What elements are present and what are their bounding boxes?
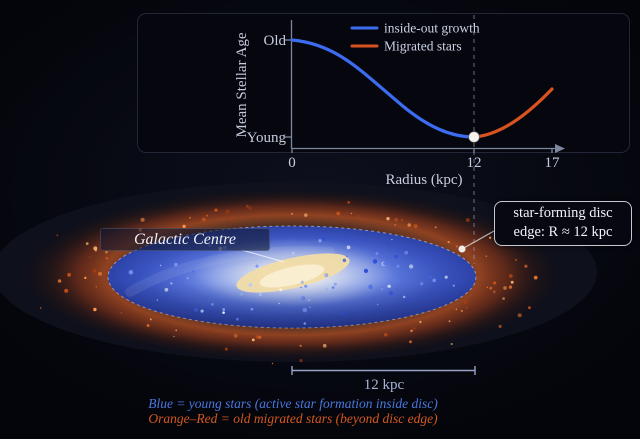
galaxy-illustration (0, 182, 597, 365)
disc-edge-anchor-dot (458, 245, 466, 253)
caption-orange-stars: Orange–Red = old migrated stars (beyond … (148, 410, 438, 426)
xtick-17-label: 17 (545, 155, 561, 171)
legend-label-inside-out: inside-out growth (384, 21, 480, 36)
scale-bar: 12 kpc (291, 366, 476, 393)
callout-pointer-line (461, 230, 495, 250)
figure-captions: Blue = young stars (active star formatio… (63, 396, 523, 426)
disc-edge-callout-line2: edge: R ≈ 12 kpc (513, 224, 613, 240)
chart-panel (137, 13, 630, 153)
inside-out-growth-curve (290, 38, 476, 139)
x-axis-arrowhead (555, 144, 565, 153)
ytick-young-label: Young (247, 130, 287, 146)
galactic-centre-pointer-line (241, 249, 285, 263)
legend-label-migrated: Migrated stars (384, 39, 462, 54)
galactic-centre-label: Galactic Centre (100, 228, 270, 251)
age-radius-chart: Old Young 0 12 17 Mean Stellar Age Radiu… (234, 20, 565, 188)
disc-edge-callout-line1: star-forming disc (513, 205, 613, 221)
xtick-12-label: 12 (467, 155, 482, 171)
ytick-old-label: Old (264, 33, 287, 49)
chart-legend: inside-out growth Migrated stars (350, 21, 480, 54)
scale-bar-label: 12 kpc (364, 377, 405, 393)
disc-edge-callout: star-forming disc edge: R ≈ 12 kpc (494, 201, 632, 246)
x-axis-title: Radius (kpc) (385, 172, 462, 188)
disc-edge-marker-dot (468, 131, 480, 143)
halo-stars (39, 201, 538, 365)
caption-blue-stars: Blue = young stars (active star formatio… (148, 396, 438, 411)
y-axis-title: Mean Stellar Age (234, 32, 250, 137)
xtick-0-label: 0 (288, 155, 296, 171)
migrated-stars-curve (472, 87, 554, 139)
bulge-inner (259, 264, 325, 288)
scale-bar-line (291, 366, 476, 375)
